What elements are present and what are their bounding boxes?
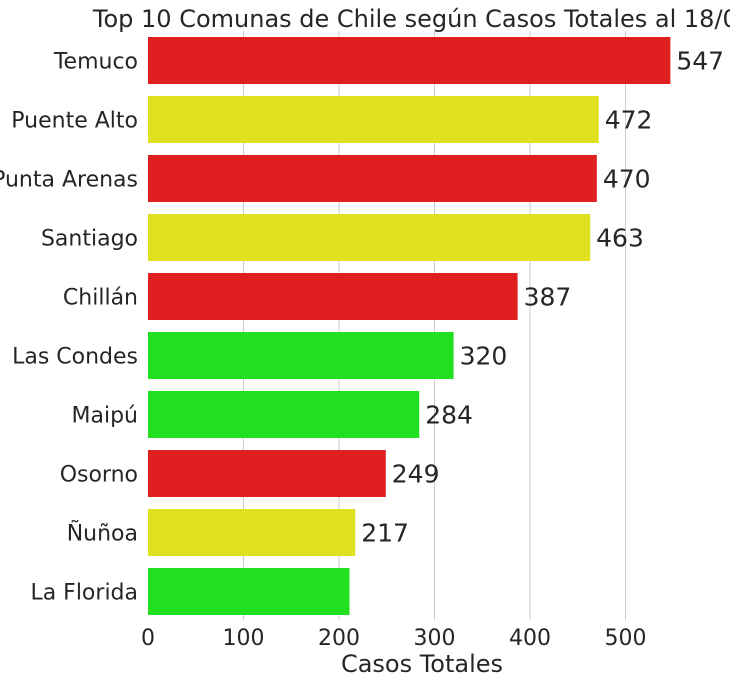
category-label: La Florida xyxy=(30,581,138,606)
bar xyxy=(148,214,591,261)
category-label: Temuco xyxy=(53,50,138,75)
category-label: Puente Alto xyxy=(11,109,138,134)
value-label: 470 xyxy=(603,165,651,194)
category-label: Osorno xyxy=(60,463,138,488)
bar xyxy=(148,391,420,438)
value-label: 547 xyxy=(676,47,724,76)
value-label: 320 xyxy=(460,342,508,371)
category-label: Ñuñoa xyxy=(67,520,138,547)
value-labels: 547 472 470 463 387 320 284 249 217 xyxy=(361,47,724,548)
category-labels: Temuco Puente Alto Punta Arenas Santiago Chi… xyxy=(0,50,138,606)
x-tick-label: 200 xyxy=(318,626,360,651)
bar xyxy=(148,96,599,143)
x-tick-label: 400 xyxy=(509,626,551,651)
value-label: 284 xyxy=(425,401,473,430)
value-label: 463 xyxy=(596,224,644,253)
bars xyxy=(148,37,671,615)
category-label: Maipú xyxy=(72,404,138,429)
value-label: 249 xyxy=(392,460,440,489)
bar xyxy=(148,332,454,379)
x-tick-labels: 0 100 200 300 400 500 xyxy=(141,626,647,651)
x-tick-label: 100 xyxy=(223,626,265,651)
value-label: 472 xyxy=(605,106,653,135)
chart-title: Top 10 Comunas de Chile según Casos Tota… xyxy=(92,5,730,33)
bar xyxy=(148,450,386,497)
value-label: 387 xyxy=(524,283,572,312)
x-tick-label: 300 xyxy=(414,626,456,651)
x-axis-label: Casos Totales xyxy=(341,650,503,678)
bar xyxy=(148,568,350,615)
category-label: Chillán xyxy=(63,286,138,311)
x-tick-label: 0 xyxy=(141,626,155,651)
bar xyxy=(148,509,356,556)
category-label: Punta Arenas xyxy=(0,168,138,193)
value-label: 217 xyxy=(361,519,409,548)
bar xyxy=(148,273,518,320)
bar xyxy=(148,155,597,202)
category-label: Las Condes xyxy=(12,345,138,370)
category-label: Santiago xyxy=(41,227,138,252)
bar xyxy=(148,37,671,84)
x-tick-label: 500 xyxy=(605,626,647,651)
